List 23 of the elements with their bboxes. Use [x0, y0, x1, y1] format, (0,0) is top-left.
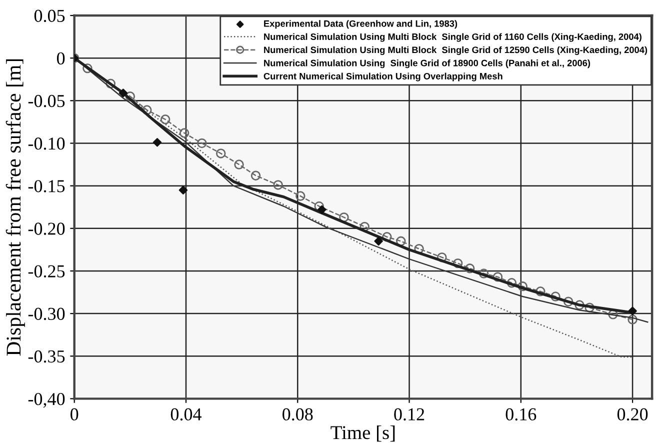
legend-label: Numerical Simulation Using Multi Block Single Grid of 1160 Cells (Xing-Kaeding, 2004) [264, 33, 642, 42]
x-tick-label: 0 [70, 408, 78, 420]
y-tick-label: -0.20 [28, 222, 65, 235]
legend-label: Numerical Simulation Using Single Grid of 18900 Cells (Panahi et al., 2006) [264, 60, 590, 68]
y-tick-label: -0.15 [28, 180, 65, 192]
x-tick-label: 0.12 [394, 408, 424, 421]
x-tick-label: 0.16 [506, 408, 536, 421]
legend-label: Experimental Data (Greenhow and Lin, 1983) [264, 20, 458, 29]
y-tick-label: -0,40 [28, 392, 65, 408]
y-tick-label: -0.35 [28, 350, 65, 363]
x-tick-label: 0.20 [617, 408, 648, 421]
x-tick-label: 0.08 [282, 408, 313, 421]
x-tick-label: 0.04 [170, 408, 202, 421]
x-axis-title: Time [s] [330, 425, 395, 442]
y-tick-label: -0.05 [28, 94, 65, 108]
legend-label: Numerical Simulation Using Multi Block Single Grid of 12590 Cells (Xing-Kaeding, 2004) [264, 46, 648, 55]
y-tick-label: 0 [56, 52, 65, 65]
y-tick-label: -0.25 [28, 265, 65, 278]
y-tick-label: -0.30 [28, 308, 65, 320]
legend-label: Current Numerical Simulation Using Overlapping Mesh [264, 72, 502, 82]
y-tick-label: 0.05 [34, 10, 65, 22]
y-tick-label: -0.10 [28, 137, 65, 150]
y-axis-title: Displacement from free surface [m] [6, 59, 25, 356]
